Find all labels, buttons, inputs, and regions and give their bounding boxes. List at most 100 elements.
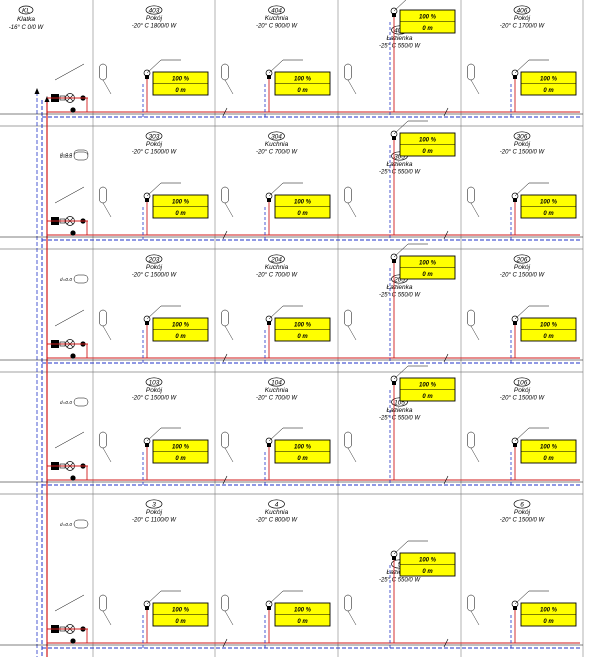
- room-spec: -20° C 900/0 W: [256, 24, 298, 30]
- room-number-oval: [513, 5, 531, 15]
- room-spec: -20° C 1500/0 W: [132, 150, 178, 156]
- radiator-percent: 100 %: [540, 77, 558, 83]
- room-spec: -25° C 550/0 W: [379, 170, 421, 176]
- legend-block: KL Klatka -16° C 0/0 W: [9, 5, 45, 31]
- pipe-tag-oval: [73, 397, 89, 407]
- pipe-break-mark: [222, 230, 228, 240]
- valve-body-icon: [267, 321, 271, 325]
- leader-line: [224, 79, 234, 95]
- leader-line: [393, 0, 407, 12]
- pipe-tag-text: d=0.0: [60, 154, 72, 160]
- valve-body-icon: [513, 606, 517, 610]
- pipe-tag-oval: [73, 519, 89, 529]
- leader-line: [514, 590, 530, 605]
- room-number: 4: [275, 501, 279, 508]
- valve-body-icon: [145, 443, 149, 447]
- radiator-length: 0 m: [422, 26, 433, 32]
- radiator-length: 0 m: [297, 211, 308, 217]
- room-number: 6: [520, 501, 524, 508]
- radiator-percent: 100 %: [294, 323, 312, 329]
- radiator-length: 0 m: [175, 456, 186, 462]
- leader-line: [54, 63, 85, 81]
- return-valve-icon: [70, 107, 76, 113]
- pipe-tag-oval: [344, 63, 352, 81]
- room-name: Pokój: [514, 264, 531, 271]
- room-name: Łazienka: [386, 284, 412, 291]
- room-number: 103: [149, 379, 160, 386]
- leader-line: [224, 202, 234, 218]
- room-name: Łazienka: [386, 407, 412, 414]
- radiator-length: 0 m: [175, 334, 186, 340]
- radiator-percent: 100 %: [419, 261, 437, 267]
- leader-line: [146, 182, 162, 197]
- radiator-length: 0 m: [543, 211, 554, 217]
- radiator-length: 0 m: [543, 456, 554, 462]
- radiator-length: 0 m: [175, 88, 186, 94]
- room-name: Kuchnia: [265, 509, 289, 516]
- valve-body-icon: [392, 13, 396, 17]
- pipe-tag-oval: [73, 151, 89, 161]
- room-number: 106: [517, 379, 528, 386]
- pipe-tag-oval: [221, 63, 229, 81]
- valve-body-icon: [267, 198, 271, 202]
- room-number: 105: [394, 399, 405, 406]
- valve-body-icon: [392, 556, 396, 560]
- pipe-tag-oval: [221, 309, 229, 327]
- valve-body-icon: [513, 443, 517, 447]
- room-name: Pokój: [146, 264, 163, 271]
- leader-line: [347, 447, 357, 463]
- leader-line: [102, 79, 112, 95]
- radiator-percent: 100 %: [294, 608, 312, 614]
- pipe-break-mark: [222, 353, 228, 363]
- room-number-oval: [145, 254, 163, 264]
- room-name: Pokój: [514, 509, 531, 516]
- room-spec: -20° C 700/0 W: [256, 150, 298, 156]
- room-number-oval: [268, 131, 285, 141]
- leader-line: [268, 305, 284, 320]
- room-spec: -20° C 1700/0 W: [500, 24, 546, 30]
- room-number-oval: [145, 499, 163, 509]
- leader-line: [470, 79, 480, 95]
- radiator-percent: 100 %: [540, 445, 558, 451]
- valve-body-icon: [392, 136, 396, 140]
- pipe-break-mark: [443, 638, 449, 648]
- pipe-break-mark: [222, 475, 228, 485]
- leader-line: [146, 305, 162, 320]
- radiator-length: 0 m: [543, 334, 554, 340]
- radiator-percent: 100 %: [540, 323, 558, 329]
- pipe-tag-oval: [467, 309, 475, 327]
- leader-line: [393, 120, 409, 135]
- room-name: Łazienka: [386, 35, 412, 42]
- room-number: 204: [270, 256, 282, 263]
- leader-line: [347, 202, 357, 218]
- room-name: Łazienka: [386, 161, 412, 168]
- room-number: 404: [271, 7, 282, 14]
- valve-body-icon: [267, 75, 271, 79]
- room-number: 305: [394, 153, 405, 160]
- room-number-oval: [145, 377, 163, 387]
- radiator-percent: 100 %: [419, 15, 437, 21]
- radiator-length: 0 m: [422, 272, 433, 278]
- legend-room-spec: -16° C 0/0 W: [9, 25, 45, 31]
- radiator-length: 0 m: [297, 334, 308, 340]
- leader-line: [514, 305, 530, 320]
- pipe-tag-oval: [99, 63, 107, 81]
- leader-line: [268, 59, 284, 74]
- room-spec: -20° C 1500/0 W: [500, 396, 546, 402]
- leader-line: [224, 325, 234, 341]
- radiator-length: 0 m: [422, 394, 433, 400]
- leader-line: [393, 540, 409, 555]
- room-name: Pokój: [146, 141, 163, 148]
